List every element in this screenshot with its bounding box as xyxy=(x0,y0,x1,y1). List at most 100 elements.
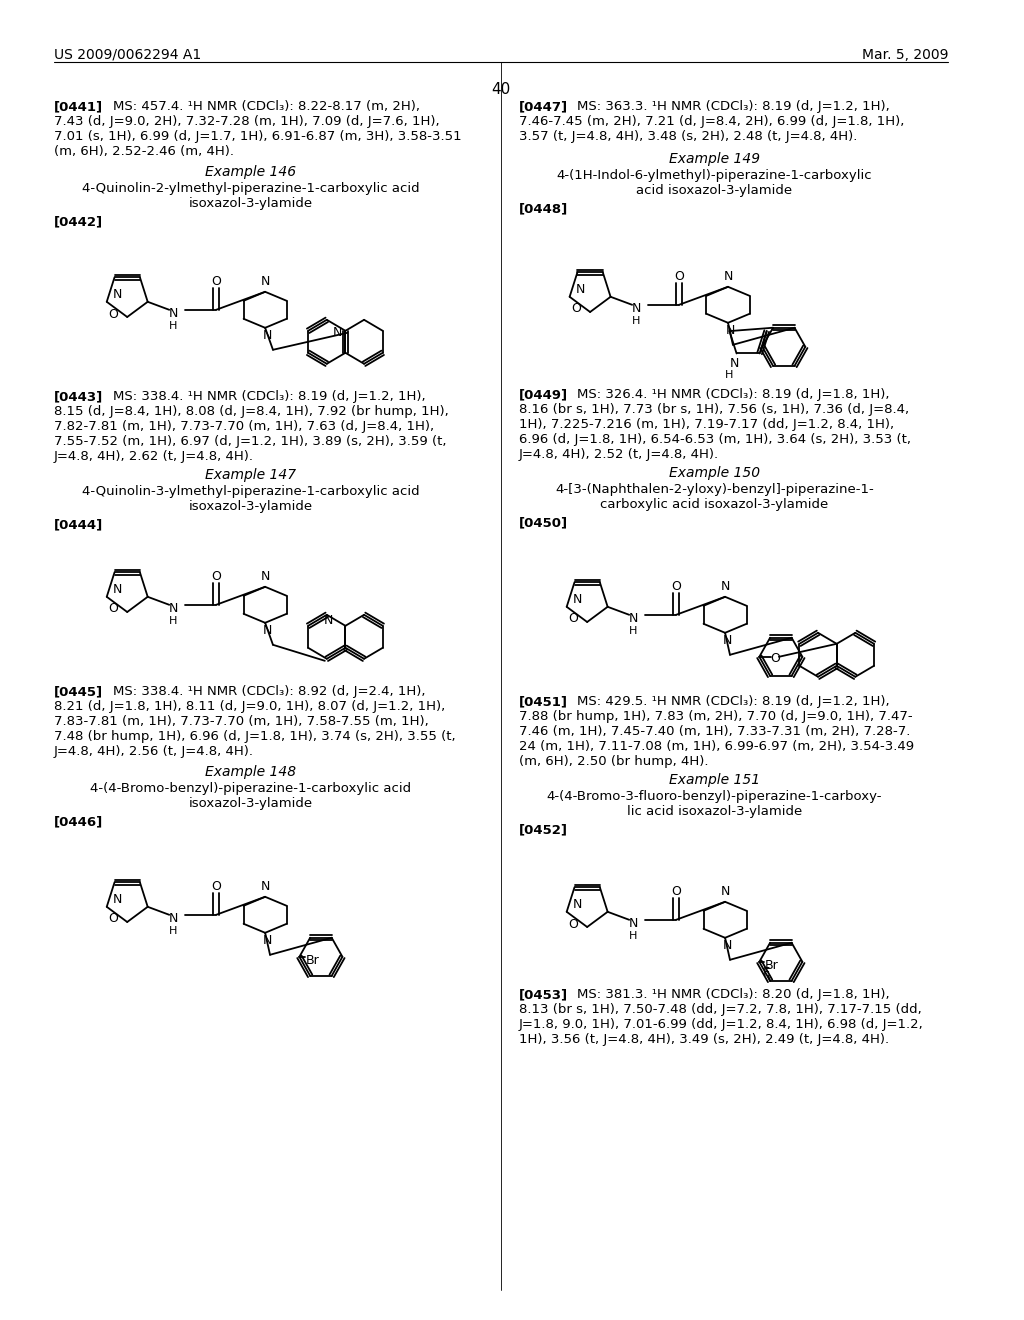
Text: N: N xyxy=(169,912,178,925)
Text: MS: 326.4. ¹H NMR (CDCl₃): 8.19 (d, J=1.8, 1H),: MS: 326.4. ¹H NMR (CDCl₃): 8.19 (d, J=1.… xyxy=(578,388,890,401)
Text: 6.96 (d, J=1.8, 1H), 6.54-6.53 (m, 1H), 3.64 (s, 2H), 3.53 (t,: 6.96 (d, J=1.8, 1H), 6.54-6.53 (m, 1H), … xyxy=(519,433,910,446)
Text: 8.13 (br s, 1H), 7.50-7.48 (dd, J=7.2, 7.8, 1H), 7.17-7.15 (dd,: 8.13 (br s, 1H), 7.50-7.48 (dd, J=7.2, 7… xyxy=(519,1003,922,1016)
Text: H: H xyxy=(629,931,637,941)
Text: 7.83-7.81 (m, 1H), 7.73-7.70 (m, 1H), 7.58-7.55 (m, 1H),: 7.83-7.81 (m, 1H), 7.73-7.70 (m, 1H), 7.… xyxy=(54,715,429,729)
Text: O: O xyxy=(109,602,119,615)
Text: 4-(1H-Indol-6-ylmethyl)-piperazine-1-carboxylic: 4-(1H-Indol-6-ylmethyl)-piperazine-1-car… xyxy=(557,169,872,182)
Text: MS: 381.3. ¹H NMR (CDCl₃): 8.20 (d, J=1.8, 1H),: MS: 381.3. ¹H NMR (CDCl₃): 8.20 (d, J=1.… xyxy=(578,987,890,1001)
Text: 8.15 (d, J=8.4, 1H), 8.08 (d, J=8.4, 1H), 7.92 (br hump, 1H),: 8.15 (d, J=8.4, 1H), 8.08 (d, J=8.4, 1H)… xyxy=(54,405,449,418)
Text: 40: 40 xyxy=(492,82,511,96)
Text: 8.16 (br s, 1H), 7.73 (br s, 1H), 7.56 (s, 1H), 7.36 (d, J=8.4,: 8.16 (br s, 1H), 7.73 (br s, 1H), 7.56 (… xyxy=(519,403,908,416)
Text: 7.46-7.45 (m, 2H), 7.21 (d, J=8.4, 2H), 6.99 (d, J=1.8, 1H),: 7.46-7.45 (m, 2H), 7.21 (d, J=8.4, 2H), … xyxy=(519,115,904,128)
Text: N: N xyxy=(262,329,271,342)
Text: H: H xyxy=(169,616,177,626)
Text: O: O xyxy=(109,308,119,321)
Text: [0449]: [0449] xyxy=(519,388,567,401)
Text: Example 150: Example 150 xyxy=(669,466,760,480)
Text: N: N xyxy=(629,612,638,626)
Text: [0452]: [0452] xyxy=(519,822,567,836)
Text: O: O xyxy=(211,276,221,288)
Text: MS: 338.4. ¹H NMR (CDCl₃): 8.92 (d, J=2.4, 1H),: MS: 338.4. ¹H NMR (CDCl₃): 8.92 (d, J=2.… xyxy=(113,685,425,698)
Text: 4-(4-Bromo-3-fluoro-benzyl)-piperazine-1-carboxy-: 4-(4-Bromo-3-fluoro-benzyl)-piperazine-1… xyxy=(547,789,882,803)
Text: N: N xyxy=(113,288,122,301)
Text: 7.55-7.52 (m, 1H), 6.97 (d, J=1.2, 1H), 3.89 (s, 2H), 3.59 (t,: 7.55-7.52 (m, 1H), 6.97 (d, J=1.2, 1H), … xyxy=(54,436,446,447)
Text: N: N xyxy=(723,271,733,284)
Text: O: O xyxy=(671,581,681,593)
Text: O: O xyxy=(568,917,579,931)
Text: 1H), 3.56 (t, J=4.8, 4H), 3.49 (s, 2H), 2.49 (t, J=4.8, 4H).: 1H), 3.56 (t, J=4.8, 4H), 3.49 (s, 2H), … xyxy=(519,1034,889,1045)
Text: J=4.8, 4H), 2.56 (t, J=4.8, 4H).: J=4.8, 4H), 2.56 (t, J=4.8, 4H). xyxy=(54,744,254,758)
Text: N: N xyxy=(169,602,178,615)
Text: (m, 6H), 2.52-2.46 (m, 4H).: (m, 6H), 2.52-2.46 (m, 4H). xyxy=(54,145,233,158)
Text: 7.82-7.81 (m, 1H), 7.73-7.70 (m, 1H), 7.63 (d, J=8.4, 1H),: 7.82-7.81 (m, 1H), 7.73-7.70 (m, 1H), 7.… xyxy=(54,420,434,433)
Text: O: O xyxy=(568,612,579,626)
Text: Example 151: Example 151 xyxy=(669,774,760,787)
Text: N: N xyxy=(260,276,269,288)
Text: [0443]: [0443] xyxy=(54,389,103,403)
Text: [0444]: [0444] xyxy=(54,517,103,531)
Text: Example 147: Example 147 xyxy=(205,469,296,482)
Text: MS: 363.3. ¹H NMR (CDCl₃): 8.19 (d, J=1.2, 1H),: MS: 363.3. ¹H NMR (CDCl₃): 8.19 (d, J=1.… xyxy=(578,100,890,114)
Text: isoxazol-3-ylamide: isoxazol-3-ylamide xyxy=(188,797,312,810)
Text: N: N xyxy=(629,917,638,931)
Text: N: N xyxy=(262,935,271,948)
Text: N: N xyxy=(324,614,334,627)
Text: Example 149: Example 149 xyxy=(669,152,760,166)
Text: N: N xyxy=(725,325,734,338)
Text: N: N xyxy=(722,635,732,647)
Text: 24 (m, 1H), 7.11-7.08 (m, 1H), 6.99-6.97 (m, 2H), 3.54-3.49: 24 (m, 1H), 7.11-7.08 (m, 1H), 6.99-6.97… xyxy=(519,741,913,752)
Text: 1H), 7.225-7.216 (m, 1H), 7.19-7.17 (dd, J=1.2, 8.4, 1H),: 1H), 7.225-7.216 (m, 1H), 7.19-7.17 (dd,… xyxy=(519,418,894,432)
Text: MS: 429.5. ¹H NMR (CDCl₃): 8.19 (d, J=1.2, 1H),: MS: 429.5. ¹H NMR (CDCl₃): 8.19 (d, J=1.… xyxy=(578,696,890,708)
Text: Br: Br xyxy=(765,960,779,973)
Text: N: N xyxy=(113,894,122,907)
Text: MS: 457.4. ¹H NMR (CDCl₃): 8.22-8.17 (m, 2H),: MS: 457.4. ¹H NMR (CDCl₃): 8.22-8.17 (m,… xyxy=(113,100,420,114)
Text: N: N xyxy=(575,284,585,296)
Text: Br: Br xyxy=(305,954,319,968)
Text: [0447]: [0447] xyxy=(519,100,567,114)
Text: 4-Quinolin-2-ylmethyl-piperazine-1-carboxylic acid: 4-Quinolin-2-ylmethyl-piperazine-1-carbo… xyxy=(82,182,420,195)
Text: N: N xyxy=(721,581,730,593)
Text: N: N xyxy=(572,899,582,911)
Text: N: N xyxy=(260,570,269,583)
Text: [0442]: [0442] xyxy=(54,215,103,228)
Text: Mar. 5, 2009: Mar. 5, 2009 xyxy=(862,48,948,62)
Text: H: H xyxy=(629,626,637,636)
Text: H: H xyxy=(725,371,733,380)
Text: US 2009/0062294 A1: US 2009/0062294 A1 xyxy=(54,48,201,62)
Text: N: N xyxy=(572,593,582,606)
Text: [0451]: [0451] xyxy=(519,696,567,708)
Text: N: N xyxy=(632,302,641,315)
Text: isoxazol-3-ylamide: isoxazol-3-ylamide xyxy=(188,197,312,210)
Text: N: N xyxy=(730,356,739,370)
Text: H: H xyxy=(169,925,177,936)
Text: N: N xyxy=(113,583,122,597)
Text: 7.01 (s, 1H), 6.99 (d, J=1.7, 1H), 6.91-6.87 (m, 3H), 3.58-3.51: 7.01 (s, 1H), 6.99 (d, J=1.7, 1H), 6.91-… xyxy=(54,129,462,143)
Text: 7.43 (d, J=9.0, 2H), 7.32-7.28 (m, 1H), 7.09 (d, J=7.6, 1H),: 7.43 (d, J=9.0, 2H), 7.32-7.28 (m, 1H), … xyxy=(54,115,439,128)
Text: N: N xyxy=(169,308,178,321)
Text: 4-(4-Bromo-benzyl)-piperazine-1-carboxylic acid: 4-(4-Bromo-benzyl)-piperazine-1-carboxyl… xyxy=(90,781,411,795)
Text: Example 148: Example 148 xyxy=(205,766,296,779)
Text: O: O xyxy=(109,912,119,925)
Text: 8.21 (d, J=1.8, 1H), 8.11 (d, J=9.0, 1H), 8.07 (d, J=1.2, 1H),: 8.21 (d, J=1.8, 1H), 8.11 (d, J=9.0, 1H)… xyxy=(54,700,445,713)
Text: N: N xyxy=(262,624,271,638)
Text: [0450]: [0450] xyxy=(519,516,567,529)
Text: [0445]: [0445] xyxy=(54,685,103,698)
Text: H: H xyxy=(632,315,640,326)
Text: 4-Quinolin-3-ylmethyl-piperazine-1-carboxylic acid: 4-Quinolin-3-ylmethyl-piperazine-1-carbo… xyxy=(82,484,420,498)
Text: O: O xyxy=(211,880,221,894)
Text: [0446]: [0446] xyxy=(54,814,103,828)
Text: Example 146: Example 146 xyxy=(205,165,296,180)
Text: [0448]: [0448] xyxy=(519,202,568,215)
Text: 7.88 (br hump, 1H), 7.83 (m, 2H), 7.70 (d, J=9.0, 1H), 7.47-: 7.88 (br hump, 1H), 7.83 (m, 2H), 7.70 (… xyxy=(519,710,912,723)
Text: O: O xyxy=(674,271,684,284)
Text: O: O xyxy=(770,652,780,665)
Text: 3.57 (t, J=4.8, 4H), 3.48 (s, 2H), 2.48 (t, J=4.8, 4H).: 3.57 (t, J=4.8, 4H), 3.48 (s, 2H), 2.48 … xyxy=(519,129,857,143)
Text: J=4.8, 4H), 2.52 (t, J=4.8, 4H).: J=4.8, 4H), 2.52 (t, J=4.8, 4H). xyxy=(519,447,719,461)
Text: acid isoxazol-3-ylamide: acid isoxazol-3-ylamide xyxy=(636,183,793,197)
Text: N: N xyxy=(722,940,732,952)
Text: J=1.8, 9.0, 1H), 7.01-6.99 (dd, J=1.2, 8.4, 1H), 6.98 (d, J=1.2,: J=1.8, 9.0, 1H), 7.01-6.99 (dd, J=1.2, 8… xyxy=(519,1018,924,1031)
Text: (m, 6H), 2.50 (br hump, 4H).: (m, 6H), 2.50 (br hump, 4H). xyxy=(519,755,709,768)
Text: [0441]: [0441] xyxy=(54,100,103,114)
Text: [0453]: [0453] xyxy=(519,987,567,1001)
Text: N: N xyxy=(260,880,269,894)
